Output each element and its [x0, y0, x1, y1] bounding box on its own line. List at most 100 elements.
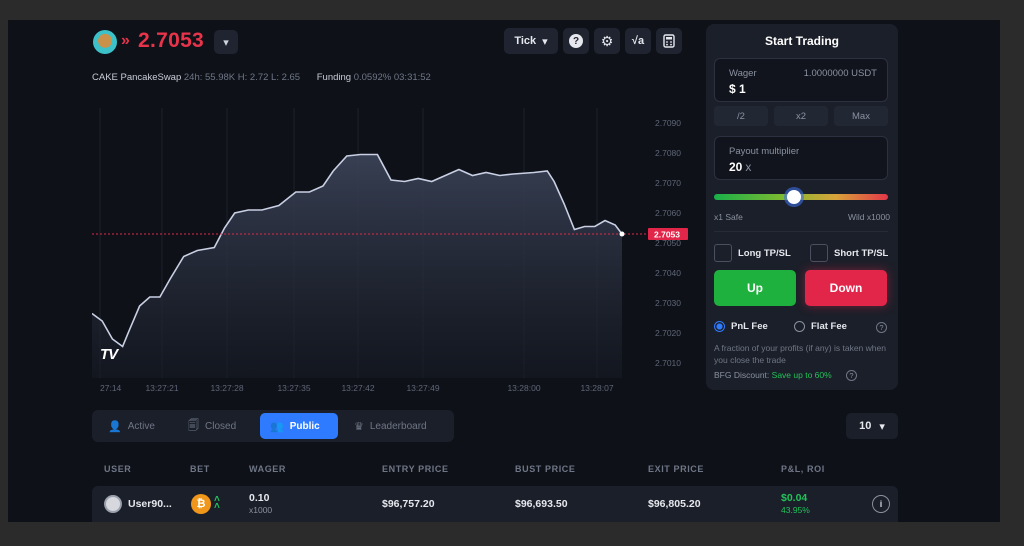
radio-selected-icon[interactable]: [714, 321, 725, 332]
chevron-down-icon: ▾: [879, 420, 885, 433]
x-tick-label: 13:27:42: [341, 383, 374, 393]
max-wager-button[interactable]: Max: [834, 106, 888, 126]
tab-label: Closed: [205, 420, 237, 432]
ticker-info: CAKE PancakeSwap 24h: 55.98K H: 2.72 L: …: [92, 72, 431, 83]
header-pnl-roi: P&L, ROI: [781, 464, 825, 474]
bitcoin-icon: ₿: [191, 494, 211, 514]
price-down-icon: »: [121, 32, 130, 49]
avatar: [104, 495, 122, 513]
y-tick-label: 2.7010: [655, 358, 681, 368]
trading-panel: Start Trading Wager 1.0000000 USDT $ 1 /…: [706, 24, 898, 390]
wager-input[interactable]: $ 1: [729, 82, 746, 96]
ticker-name: CAKE PancakeSwap: [92, 72, 182, 83]
calculator-icon: [663, 34, 675, 48]
wager-field[interactable]: Wager 1.0000000 USDT $ 1: [714, 58, 888, 102]
app-frame: » 2.7053 ▾ CAKE PancakeSwap 24h: 55.98K …: [8, 20, 1000, 522]
wager-label: Wager: [729, 68, 757, 79]
double-chevron-up-icon: ˄ ˄: [214, 494, 220, 512]
y-tick-label: 2.7020: [655, 328, 681, 338]
row-entry-price: $96,757.20: [382, 498, 435, 510]
payout-input[interactable]: 20 x: [729, 160, 751, 174]
formula-button[interactable]: √a: [625, 28, 651, 54]
x-tick-label: 13:27:28: [210, 383, 243, 393]
last-price-dot: [619, 231, 625, 237]
y-tick-label: 2.7040: [655, 268, 681, 278]
x-tick-label: 13:27:21: [145, 383, 178, 393]
long-tpsl-label: Long TP/SL: [738, 247, 791, 259]
help-button[interactable]: ?: [563, 28, 589, 54]
checkbox-box[interactable]: [714, 244, 732, 262]
sqrt-label: √a: [631, 35, 645, 47]
payout-label: Payout multiplier: [729, 146, 800, 157]
calculator-button[interactable]: [656, 28, 682, 54]
y-tick-label: 2.7090: [655, 118, 681, 128]
flat-fee-radio[interactable]: Flat Fee: [794, 321, 847, 332]
tick-dropdown[interactable]: Tick ▾: [504, 28, 558, 54]
tab-label: Public: [289, 420, 320, 432]
divider: [714, 231, 888, 232]
help-icon: ?: [569, 34, 583, 48]
payout-unit: x: [745, 160, 752, 174]
price-area: [92, 154, 622, 378]
x-tick-label: 13:27:35: [277, 383, 310, 393]
up-button[interactable]: Up: [714, 270, 796, 306]
checkbox-box[interactable]: [810, 244, 828, 262]
slider-min-label: x1 Safe: [714, 212, 743, 222]
tab-label: Leaderboard: [369, 420, 427, 432]
users-icon: 👥: [270, 420, 284, 433]
current-price: 2.7053: [138, 29, 205, 52]
current-price-tag: [648, 228, 688, 240]
user-icon: 👤: [108, 420, 122, 433]
header-bust-price: BUST PRICE: [515, 464, 576, 474]
tab-leaderboard[interactable]: ♛ Leaderboard: [344, 413, 437, 439]
long-tpsl-checkbox[interactable]: Long TP/SL: [714, 244, 791, 262]
tradingview-logo: TV: [100, 346, 118, 363]
price-chart[interactable]: 2.7090 2.7080 2.7070 2.7060 2.7050 2.7040 2.70…: [92, 98, 692, 398]
header-entry-price: ENTRY PRICE: [382, 464, 449, 474]
receipt-icon: 🗐: [188, 419, 199, 432]
flat-fee-label: Flat Fee: [811, 321, 847, 332]
rows-count-select[interactable]: 10 ▾: [846, 413, 898, 439]
double-wager-button[interactable]: x2: [774, 106, 828, 126]
tab-closed[interactable]: 🗐 Closed: [178, 413, 246, 439]
radio-unselected-icon[interactable]: [794, 321, 805, 332]
row-bust-price: $96,693.50: [515, 498, 568, 510]
fee-help-icon[interactable]: ?: [876, 322, 887, 333]
bfg-label: BFG Discount:: [714, 370, 770, 380]
payout-multiplier-field[interactable]: Payout multiplier 20 x: [714, 136, 888, 180]
multiplier-slider[interactable]: [714, 190, 888, 204]
funding-label: Funding: [316, 72, 352, 83]
tick-label: Tick: [514, 35, 537, 47]
header-wager: WAGER: [249, 464, 287, 474]
podium-icon: ♛: [354, 420, 364, 433]
y-tick-label: 2.7030: [655, 298, 681, 308]
fee-description: A fraction of your profits (if any) is t…: [714, 343, 886, 365]
info-icon[interactable]: i: [872, 495, 890, 513]
wager-balance: 1.0000000 USDT: [803, 68, 877, 79]
row-pnl: $0.04 43.95%: [781, 492, 810, 516]
row-user[interactable]: User90...: [128, 498, 172, 510]
tab-public[interactable]: 👥 Public: [260, 413, 338, 439]
short-tpsl-checkbox[interactable]: Short TP/SL: [810, 244, 888, 262]
chevron-down-icon: ▾: [223, 36, 229, 49]
half-wager-button[interactable]: /2: [714, 106, 768, 126]
table-row[interactable]: User90... ₿ ˄ ˄ 0.10 x1000 $96,757.20 $96…: [92, 486, 898, 522]
bets-tabs: 👤 Active 🗐 Closed 👥 Public ♛ Leaderboard: [92, 410, 454, 442]
down-button[interactable]: Down: [805, 270, 887, 306]
tab-active[interactable]: 👤 Active: [98, 413, 165, 439]
header-bet: BET: [190, 464, 210, 474]
x-tick-label: 13:28:00: [507, 383, 540, 393]
price-line: [92, 153, 623, 348]
row-wager: 0.10 x1000: [249, 492, 272, 516]
bfg-value[interactable]: Save up to 60%: [771, 370, 832, 380]
pnl-fee-radio[interactable]: PnL Fee: [714, 321, 768, 332]
wager-multiplier: x1000: [249, 505, 273, 515]
payout-value: 20: [729, 160, 743, 174]
price-chart-svg: 2.7090 2.7080 2.7070 2.7060 2.7050 2.7040 2.70…: [92, 108, 688, 393]
market-dropdown-button[interactable]: ▾: [214, 30, 238, 54]
bfg-help-icon[interactable]: ?: [846, 370, 857, 381]
slider-handle[interactable]: [787, 190, 802, 204]
cake-coin-icon: [93, 30, 117, 54]
settings-button[interactable]: ⚙: [594, 28, 620, 54]
slider-max-label: Wild x1000: [847, 212, 890, 222]
